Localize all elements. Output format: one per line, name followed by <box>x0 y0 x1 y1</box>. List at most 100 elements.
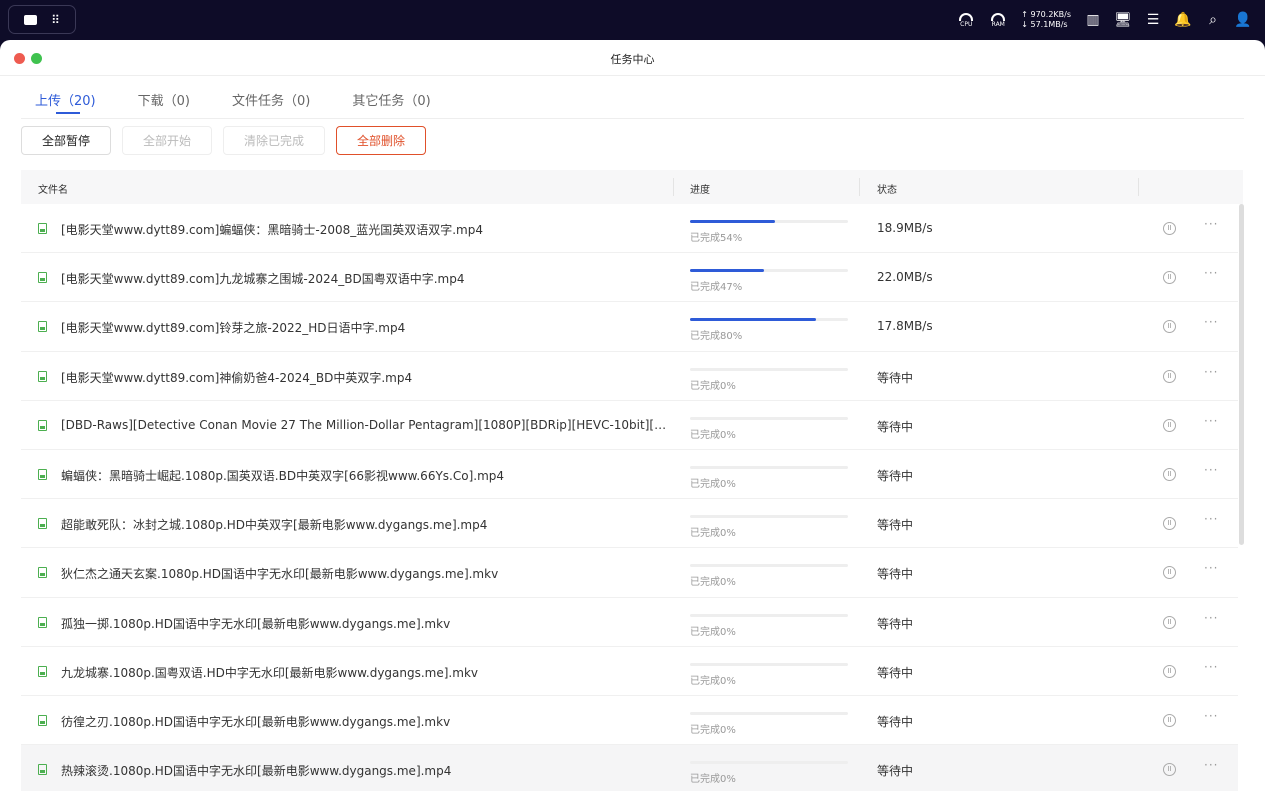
progress-label: 已完成54% <box>690 233 743 244</box>
progress-bar <box>690 269 848 273</box>
table-row[interactable]: 超能敢死队：冰封之城.1080p.HD中英双字[最新电影www.dygangs.… <box>21 499 1238 549</box>
launcher-group: ⠿ <box>8 5 76 34</box>
file-name: 蝙蝠侠：黑暗骑士崛起.1080p.国英双语.BD中英双字[66影视www.66Y… <box>61 468 505 483</box>
progress-bar <box>690 761 848 765</box>
table-row[interactable]: [电影天堂www.dytt89.com]铃芽之旅-2022_HD日语中字.mp4… <box>21 302 1238 352</box>
tab-file-tasks[interactable]: 文件任务（0) <box>231 94 311 109</box>
pause-icon[interactable]: II <box>1163 615 1176 629</box>
desktop-icon[interactable] <box>24 14 38 25</box>
pause-icon[interactable]: II <box>1163 320 1176 334</box>
table-row[interactable]: [DBD-Raws][Detective Conan Movie 27 The … <box>21 401 1238 450</box>
table-row[interactable]: [电影天堂www.dytt89.com]神偷奶爸4-2024_BD中英双字.mp… <box>21 352 1238 401</box>
pause-icon[interactable]: II <box>1163 369 1176 383</box>
file-name: 狄仁杰之通天玄案.1080p.HD国语中字无水印[最新电影www.dygangs… <box>61 567 499 582</box>
progress-label: 已完成0% <box>690 528 736 540</box>
tab-download[interactable]: 下载（0) <box>137 94 190 109</box>
progress-label: 已完成0% <box>690 577 736 589</box>
ram-gauge-icon[interactable]: RAM <box>989 12 1007 28</box>
more-icon[interactable]: ··· <box>1204 561 1219 576</box>
more-icon[interactable]: ··· <box>1204 266 1219 281</box>
progress-bar <box>690 220 848 223</box>
table-row[interactable]: 狄仁杰之通天玄案.1080p.HD国语中字无水印[最新电影www.dygangs… <box>21 548 1238 598</box>
file-name: 超能敢死队：冰封之城.1080p.HD中英双字[最新电影www.dygangs.… <box>61 518 488 533</box>
status-text: 等待中 <box>877 370 914 385</box>
download-speed: 57.1MB/s <box>1030 20 1068 29</box>
apps-grid-icon[interactable]: ⠿ <box>51 12 60 27</box>
more-icon[interactable]: ··· <box>1204 659 1219 674</box>
search-icon[interactable]: ⌕ <box>1209 12 1217 28</box>
delete-all-button[interactable]: 全部删除 <box>336 126 427 155</box>
column-progress: 进度 <box>690 185 710 196</box>
table-row[interactable]: 彷徨之刃.1080p.HD国语中字无水印[最新电影www.dygangs.me]… <box>21 696 1238 746</box>
progress-label: 已完成47% <box>690 282 743 294</box>
file-name: 热辣滚烫.1080p.HD国语中字无水印[最新电影www.dygangs.me]… <box>61 764 452 779</box>
pause-all-button[interactable]: 全部暂停 <box>21 126 112 155</box>
cpu-gauge-icon[interactable]: CPU <box>957 12 975 28</box>
bell-icon[interactable]: 🔔 <box>1174 12 1192 28</box>
progress-bar <box>690 367 848 371</box>
tab-upload[interactable]: 上传（20) <box>35 90 96 114</box>
status-text: 等待中 <box>877 567 914 582</box>
video-file-icon <box>38 714 47 726</box>
clear-completed-button[interactable]: 清除已完成 <box>223 126 326 155</box>
video-file-icon <box>38 370 47 382</box>
pause-icon[interactable]: II <box>1163 467 1176 481</box>
status-text: 等待中 <box>877 764 914 779</box>
table-row[interactable]: [电影天堂www.dytt89.com]蝙蝠侠：黑暗骑士-2008_蓝光国英双语… <box>21 204 1238 254</box>
progress-label: 已完成0% <box>690 380 736 392</box>
more-icon[interactable]: ··· <box>1204 610 1219 625</box>
status-text: 等待中 <box>877 616 914 631</box>
more-icon[interactable]: ··· <box>1204 217 1219 231</box>
pause-icon[interactable]: II <box>1163 271 1176 285</box>
more-icon[interactable]: ··· <box>1204 364 1219 379</box>
progress-label: 已完成80% <box>690 331 743 343</box>
video-file-icon <box>38 764 47 776</box>
table-row[interactable]: 九龙城寨.1080p.国粤双语.HD中字无水印[最新电影www.dygangs.… <box>21 647 1238 696</box>
pause-icon[interactable]: II <box>1163 713 1176 727</box>
more-icon[interactable]: ··· <box>1204 512 1219 527</box>
ram-label: RAM <box>991 20 1005 28</box>
table-row[interactable]: 蝙蝠侠：黑暗骑士崛起.1080p.国英双语.BD中英双字[66影视www.66Y… <box>21 450 1238 500</box>
pause-icon[interactable]: II <box>1163 418 1176 432</box>
video-file-icon <box>38 468 47 480</box>
status-text: 等待中 <box>877 518 914 533</box>
pause-icon[interactable]: II <box>1163 222 1176 235</box>
scrollbar[interactable] <box>1239 204 1244 545</box>
more-icon[interactable]: ··· <box>1204 413 1219 428</box>
panel-layout-icon[interactable]: ▥ <box>1086 12 1100 28</box>
file-name: [电影天堂www.dytt89.com]九龙城寨之围城-2024_BD国粤双语中… <box>61 272 465 287</box>
progress-fill <box>690 318 817 322</box>
window-title: 任务中心 <box>610 53 655 66</box>
upload-speed: 970.2KB/s <box>1030 10 1072 19</box>
tab-other-tasks[interactable]: 其它任务（0) <box>352 94 431 109</box>
close-button[interactable] <box>14 53 25 64</box>
toolbar: 全部暂停 全部开始 清除已完成 全部删除 <box>21 126 427 155</box>
pause-icon[interactable]: II <box>1163 517 1176 531</box>
progress-bar <box>690 318 848 322</box>
zoom-button[interactable] <box>31 53 42 64</box>
more-icon[interactable]: ··· <box>1204 758 1219 773</box>
status-text: 等待中 <box>877 665 914 680</box>
progress-label: 已完成0% <box>690 724 736 736</box>
table-header: 文件名 进度 状态 <box>21 170 1243 204</box>
table-row[interactable]: 孤独一掷.1080p.HD国语中字无水印[最新电影www.dygangs.me]… <box>21 598 1238 647</box>
table-row[interactable]: [电影天堂www.dytt89.com]九龙城寨之围城-2024_BD国粤双语中… <box>21 253 1238 303</box>
user-icon[interactable]: 👤 <box>1234 12 1252 28</box>
table-row[interactable]: 热辣滚烫.1080p.HD国语中字无水印[最新电影www.dygangs.me]… <box>21 745 1238 791</box>
file-name: 孤独一掷.1080p.HD国语中字无水印[最新电影www.dygangs.me]… <box>61 616 451 631</box>
pause-icon[interactable]: II <box>1163 763 1176 777</box>
more-icon[interactable]: ··· <box>1204 708 1219 723</box>
file-name: [电影天堂www.dytt89.com]神偷奶爸4-2024_BD中英双字.mp… <box>61 370 413 385</box>
video-file-icon <box>38 272 47 284</box>
more-icon[interactable]: ··· <box>1204 462 1219 477</box>
start-all-button[interactable]: 全部开始 <box>122 126 213 155</box>
more-icon[interactable]: ··· <box>1204 315 1219 330</box>
monitor-globe-icon[interactable]: 🖥 <box>1114 12 1132 28</box>
status-text: 等待中 <box>877 419 914 434</box>
status-text: 等待中 <box>877 468 914 483</box>
storage-icon[interactable]: ☰ <box>1146 12 1160 28</box>
pause-icon[interactable]: II <box>1163 664 1176 678</box>
progress-bar <box>690 416 848 420</box>
pause-icon[interactable]: II <box>1163 566 1176 580</box>
video-file-icon <box>38 321 47 333</box>
